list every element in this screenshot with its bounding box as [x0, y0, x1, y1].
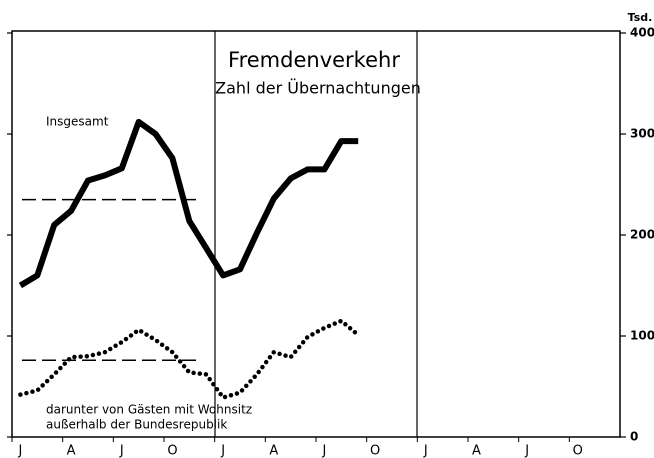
x-tick-label: J [524, 444, 529, 458]
y-tick-label: 300 [630, 127, 654, 141]
legend-label: außerhalb der Bundesrepublik [46, 418, 227, 432]
x-tick-label: J [322, 444, 327, 458]
x-tick-label: J [220, 444, 225, 458]
x-tick-label: O [573, 444, 583, 458]
line-series [18, 118, 359, 289]
chart-subtitle: Zahl der Übernachtungen [215, 79, 421, 98]
y-tick-label: 0 [630, 430, 638, 444]
x-tick-label: J [119, 444, 124, 458]
line-series [18, 318, 361, 400]
y-tick-label: 400 [630, 26, 654, 40]
chart-title: Fremdenverkehr [228, 48, 400, 72]
y-tick-label: 100 [630, 329, 654, 343]
x-tick-label: A [67, 444, 76, 458]
y-tick-label: 200 [630, 228, 654, 242]
legend-label: darunter von Gästen mit Wohnsitz [46, 403, 252, 417]
y-unit: Tsd. [628, 11, 653, 24]
legend-label: Insgesamt [46, 115, 109, 129]
x-tick-label: A [269, 444, 278, 458]
x-tick-label: O [167, 444, 177, 458]
x-tick-label: J [18, 444, 23, 458]
x-tick-label: J [423, 444, 428, 458]
x-tick-label: A [472, 444, 481, 458]
x-tick-label: O [370, 444, 380, 458]
